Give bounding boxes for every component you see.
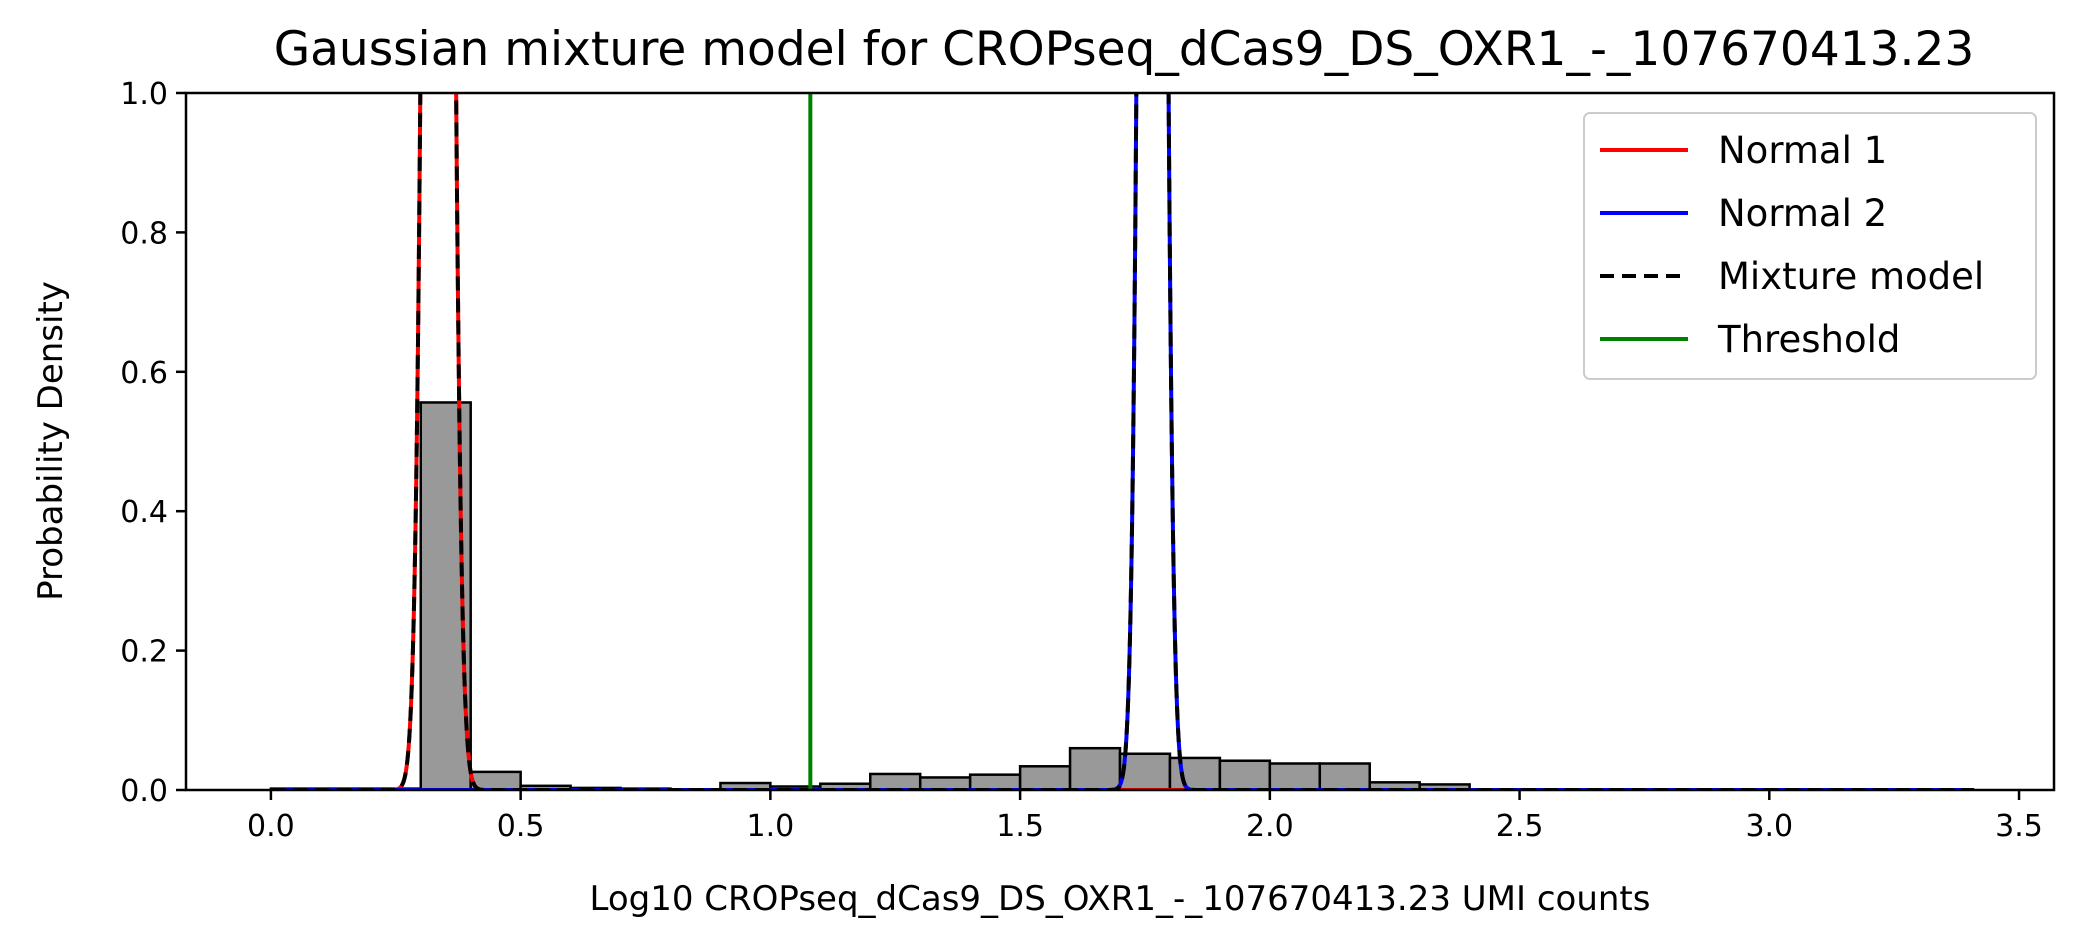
y-tick-label: 0.4 (120, 495, 168, 530)
chart-title: Gaussian mixture model for CROPseq_dCas9… (274, 22, 1975, 77)
legend-label-threshold: Threshold (1717, 318, 1900, 361)
x-tick-label: 3.0 (1745, 809, 1793, 844)
axes-frame (184, 91, 2056, 792)
histogram-bar (1218, 759, 1272, 790)
histogram-bar (1168, 756, 1222, 790)
x-tick-label: 1.0 (747, 809, 795, 844)
y-tick-label: 0.6 (120, 356, 168, 391)
legend-box (1583, 112, 2037, 380)
x-tick-label: 2.5 (1496, 809, 1544, 844)
histogram-bar (1268, 762, 1322, 790)
x-tick-label: 3.5 (1995, 809, 2043, 844)
x-tick-label: 2.0 (1246, 809, 1294, 844)
y-tick-label: 1.0 (120, 77, 168, 112)
legend-label-mixture-model: Mixture model (1718, 255, 1984, 298)
legend-label-normal-1: Normal 1 (1718, 129, 1887, 172)
histogram-bar (869, 772, 922, 790)
histogram-bar (968, 773, 1022, 790)
y-tick-label: 0.2 (120, 635, 168, 670)
legend: Normal 1 Normal 2 Mixture model Threshol… (1583, 112, 2037, 380)
y-tick-label: 0.0 (120, 774, 168, 809)
x-tick-label: 0.5 (497, 809, 545, 844)
histogram-bar (1418, 783, 1471, 790)
histogram-bar (1318, 762, 1371, 790)
x-axis-title: Log10 CROPseq_dCas9_DS_OXR1_-_107670413.… (590, 879, 1651, 919)
curve-mixture-model (270, 93, 1975, 790)
y-axis-title: Probability Density (31, 281, 71, 601)
x-tick-label: 1.5 (996, 809, 1044, 844)
histogram-bar (1068, 746, 1122, 790)
x-tick-label: 0.0 (247, 809, 295, 844)
y-tick-label: 0.8 (120, 216, 168, 251)
y-axis: 0.0 0.2 0.4 0.6 0.8 1.0 (120, 77, 186, 809)
histogram-bar (1118, 752, 1172, 790)
legend-label-normal-2: Normal 2 (1718, 192, 1887, 235)
x-axis: 0.0 0.5 1.0 1.5 2.0 2.5 3.0 3.5 (247, 790, 2043, 844)
histogram-bar (1018, 765, 1072, 790)
